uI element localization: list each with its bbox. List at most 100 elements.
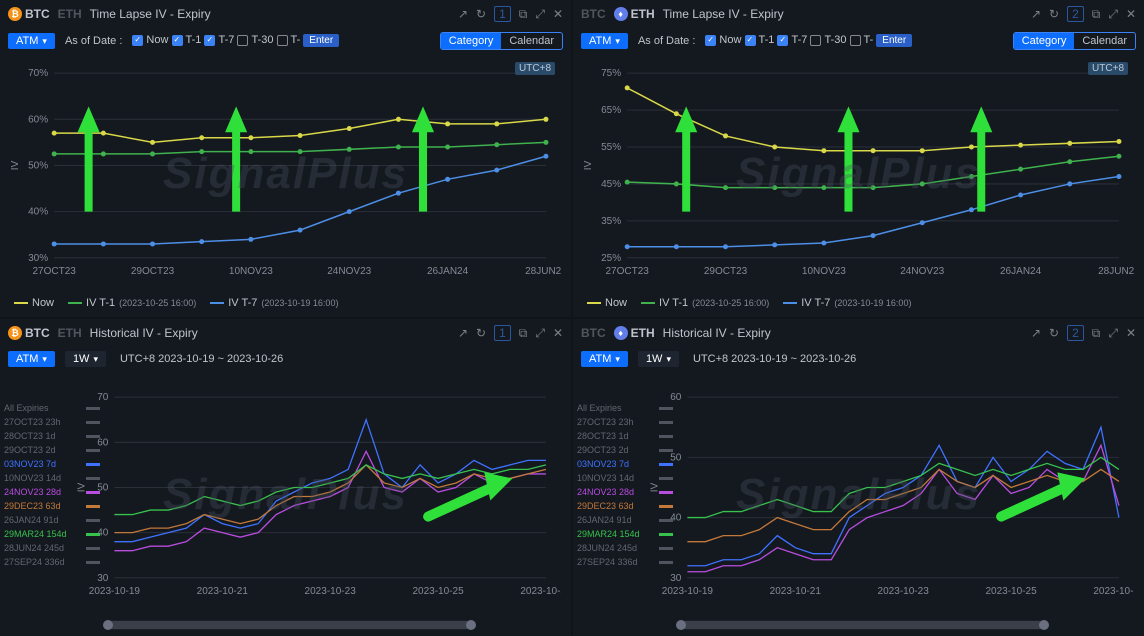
atm-dropdown[interactable]: ATM [581, 33, 628, 49]
coin-eth[interactable]: ETH [58, 326, 82, 340]
expiry-item[interactable]: 24NOV23 28d [4, 485, 104, 499]
time-scrollbar[interactable] [108, 620, 471, 630]
tz-badge: UTC+8 [1088, 62, 1128, 75]
share-icon[interactable]: ↗ [458, 7, 468, 21]
tab-calendar[interactable]: Calendar [1074, 33, 1135, 49]
expiry-item[interactable]: 26JAN24 91d [4, 513, 104, 527]
legend-swatch [68, 302, 82, 304]
atm-dropdown[interactable]: ATM [8, 351, 55, 367]
panel-badge[interactable]: 1 [494, 6, 511, 22]
period-dropdown[interactable]: 1W [65, 351, 106, 367]
expand-icon[interactable]: ⤢ [1108, 326, 1118, 341]
asof-opt-t-[interactable]: T-Enter [850, 34, 913, 47]
checkbox-icon [204, 35, 215, 46]
expiry-swatch [86, 435, 100, 438]
expiry-swatch [659, 435, 673, 438]
expiry-item[interactable]: 29MAR24 154d [577, 527, 677, 541]
coin-btc[interactable]: BTC [581, 7, 606, 21]
atm-dropdown[interactable]: ATM [581, 351, 628, 367]
expand-icon[interactable]: ⤢ [535, 7, 545, 22]
panel-badge[interactable]: 2 [1067, 325, 1084, 341]
coin-btc[interactable]: BTC [581, 326, 606, 340]
tab-category[interactable]: Category [441, 33, 502, 49]
asof-custom-input[interactable]: Enter [876, 34, 912, 47]
legend-item[interactable]: Now [14, 297, 54, 309]
refresh-icon[interactable]: ↻ [476, 7, 486, 21]
asof-opt-t-30[interactable]: T-30 [810, 34, 846, 46]
expiry-item[interactable]: 27SEP24 336d [4, 555, 104, 569]
close-icon[interactable]: ✕ [553, 326, 563, 340]
period-dropdown[interactable]: 1W [638, 351, 679, 367]
expiry-item[interactable]: 29DEC23 63d [4, 499, 104, 513]
asof-opt-t-1[interactable]: T-1 [745, 34, 775, 46]
panel-title: Time Lapse IV - Expiry [663, 7, 784, 21]
asof-opt-t-7[interactable]: T-7 [204, 34, 234, 46]
share-icon[interactable]: ↗ [458, 326, 468, 340]
coin-eth[interactable]: ETH [58, 7, 82, 21]
expiry-swatch [86, 463, 100, 466]
refresh-icon[interactable]: ↻ [1049, 326, 1059, 340]
panel-badge[interactable]: 1 [494, 325, 511, 341]
coin-eth[interactable]: ♦ETH [614, 7, 655, 21]
expiry-item[interactable]: All Expiries [577, 401, 677, 415]
expiry-item[interactable]: 03NOV23 7d [577, 457, 677, 471]
expiry-item[interactable]: 27OCT23 23h [4, 415, 104, 429]
atm-dropdown[interactable]: ATM [8, 33, 55, 49]
tab-calendar[interactable]: Calendar [501, 33, 562, 49]
expiry-item[interactable]: All Expiries [4, 401, 104, 415]
expiry-item[interactable]: 29DEC23 63d [577, 499, 677, 513]
time-scrollbar[interactable] [681, 620, 1044, 630]
asof-opt-t-[interactable]: T-Enter [277, 34, 340, 47]
chart-area: UTC+8 SignalPlus 25%35%45%55%65%75%27OCT… [573, 54, 1144, 293]
expiry-item[interactable]: 03NOV23 7d [4, 457, 104, 471]
checkbox-icon [172, 35, 183, 46]
legend-item[interactable]: IV T-1(2023-10-25 16:00) [641, 297, 769, 309]
expiry-item[interactable]: 10NOV23 14d [577, 471, 677, 485]
expiry-item[interactable]: 28OCT23 1d [577, 429, 677, 443]
expiry-item[interactable]: 24NOV23 28d [577, 485, 677, 499]
expiry-item[interactable]: 29OCT23 2d [4, 443, 104, 457]
svg-text:10NOV23: 10NOV23 [229, 266, 273, 277]
refresh-icon[interactable]: ↻ [476, 326, 486, 340]
copy-icon[interactable]: ⧉ [519, 7, 528, 22]
expiry-item[interactable]: 29OCT23 2d [577, 443, 677, 457]
svg-text:26JAN24: 26JAN24 [427, 266, 469, 277]
asof-opt-t-1[interactable]: T-1 [172, 34, 202, 46]
asof-custom-input[interactable]: Enter [303, 34, 339, 47]
expiry-item[interactable]: 28JUN24 245d [4, 541, 104, 555]
close-icon[interactable]: ✕ [1126, 7, 1136, 21]
expiry-item[interactable]: 10NOV23 14d [4, 471, 104, 485]
copy-icon[interactable]: ⧉ [519, 326, 528, 341]
expand-icon[interactable]: ⤢ [535, 326, 545, 341]
refresh-icon[interactable]: ↻ [1049, 7, 1059, 21]
expiry-item[interactable]: 28OCT23 1d [4, 429, 104, 443]
coin-btc[interactable]: ₿BTC [8, 7, 50, 21]
share-icon[interactable]: ↗ [1031, 326, 1041, 340]
legend-item[interactable]: IV T-7(2023-10-19 16:00) [783, 297, 911, 309]
legend-item[interactable]: Now [587, 297, 627, 309]
asof-opt-now[interactable]: Now [132, 34, 168, 46]
copy-icon[interactable]: ⧉ [1092, 326, 1101, 341]
coin-btc[interactable]: ₿BTC [8, 326, 50, 340]
expiry-item[interactable]: 26JAN24 91d [577, 513, 677, 527]
svg-text:28JUN24: 28JUN24 [1098, 266, 1134, 277]
svg-text:25%: 25% [601, 253, 621, 264]
copy-icon[interactable]: ⧉ [1092, 7, 1101, 22]
panel-title: Historical IV - Expiry [90, 326, 198, 340]
expiry-item[interactable]: 29MAR24 154d [4, 527, 104, 541]
asof-opt-now[interactable]: Now [705, 34, 741, 46]
expiry-item[interactable]: 28JUN24 245d [577, 541, 677, 555]
legend-item[interactable]: IV T-1(2023-10-25 16:00) [68, 297, 196, 309]
panel-badge[interactable]: 2 [1067, 6, 1084, 22]
asof-opt-t-30[interactable]: T-30 [237, 34, 273, 46]
close-icon[interactable]: ✕ [1126, 326, 1136, 340]
share-icon[interactable]: ↗ [1031, 7, 1041, 21]
expiry-item[interactable]: 27SEP24 336d [577, 555, 677, 569]
legend-item[interactable]: IV T-7(2023-10-19 16:00) [210, 297, 338, 309]
tab-category[interactable]: Category [1014, 33, 1075, 49]
expiry-item[interactable]: 27OCT23 23h [577, 415, 677, 429]
coin-eth[interactable]: ♦ETH [614, 326, 655, 340]
asof-opt-t-7[interactable]: T-7 [777, 34, 807, 46]
close-icon[interactable]: ✕ [553, 7, 563, 21]
expand-icon[interactable]: ⤢ [1108, 7, 1118, 22]
